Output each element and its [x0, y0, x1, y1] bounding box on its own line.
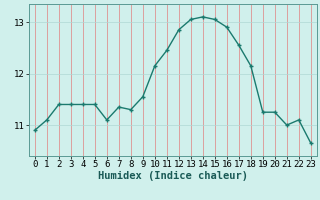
- X-axis label: Humidex (Indice chaleur): Humidex (Indice chaleur): [98, 171, 248, 181]
